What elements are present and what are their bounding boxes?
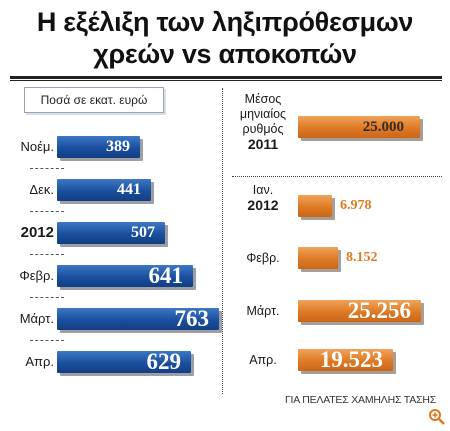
- right-bar: 6.978: [298, 195, 372, 217]
- unit-label: Ποσά σε εκατ. ευρώ: [24, 87, 164, 113]
- right-bar-value: 25.000: [362, 119, 404, 135]
- panel-separator: [222, 88, 223, 394]
- left-bar-value: 507: [131, 224, 155, 241]
- title-line-2: χρεών vs αποκοπών: [93, 39, 357, 69]
- left-category-label: Μάρτ.: [19, 311, 54, 326]
- left-bar: 389: [57, 136, 140, 158]
- left-bar: 763: [57, 306, 219, 331]
- left-row-divider: [30, 340, 64, 341]
- right-category-label: Απρ.: [249, 353, 277, 367]
- right-bar-value: 25.256: [347, 298, 411, 323]
- left-bar-value: 641: [148, 263, 184, 288]
- footer-note: ΓΙΑ ΠΕΛΑΤΕΣ ΧΑΜΗΛΗΣ ΤΑΣΗΣ: [284, 394, 436, 406]
- right-bar: 8.152: [298, 247, 378, 269]
- left-bar: 629: [57, 349, 191, 374]
- left-category-label: Νοέμ.: [20, 139, 54, 154]
- left-bar: 441: [57, 179, 151, 201]
- title-line-1: Η εξέλιξη των ληξιπρόθεσμων: [36, 7, 414, 37]
- right-category-year: 2012: [247, 197, 279, 213]
- left-category-label: 2012: [20, 224, 54, 241]
- right-category-label: Μάρτ.: [246, 304, 280, 318]
- left-bar-value: 389: [106, 138, 130, 155]
- right-bar-value: 6.978: [340, 198, 372, 213]
- right-bar: 25.000: [298, 116, 420, 138]
- left-row-divider: [30, 254, 64, 255]
- right-bar-value: 8.152: [346, 250, 378, 265]
- right-category-year: 2011: [247, 136, 279, 152]
- left-row-divider: [30, 168, 64, 169]
- zoom-icon[interactable]: [428, 408, 446, 426]
- right-category-label: Φεβρ.: [246, 251, 280, 265]
- right-bar: 19.523: [298, 347, 393, 372]
- left-bar-value: 441: [117, 181, 141, 198]
- left-category-label: Απρ.: [25, 354, 54, 369]
- left-bar: 641: [57, 263, 193, 288]
- left-bar: 507: [57, 222, 165, 244]
- left-category-label: Δεκ.: [29, 182, 54, 197]
- left-bar-value: 629: [146, 349, 182, 374]
- right-category-label: Μέσος μηνιαίος ρυθμός 2011: [232, 92, 294, 152]
- right-bar-value: 19.523: [319, 347, 383, 372]
- title-underline-bottom: [10, 80, 442, 81]
- left-category-label: Φεβρ.: [19, 268, 54, 283]
- title-underline-top: [10, 76, 442, 79]
- right-category-label: Ιαν. 2012: [232, 183, 294, 213]
- left-row-divider: [30, 297, 64, 298]
- chart-title: Η εξέλιξη των ληξιπρόθεσμων χρεών vs απο…: [0, 6, 450, 70]
- left-bar-value: 763: [174, 306, 210, 331]
- right-bar: 25.256: [298, 298, 421, 323]
- left-row-divider: [30, 211, 64, 212]
- right-divider: [232, 176, 442, 177]
